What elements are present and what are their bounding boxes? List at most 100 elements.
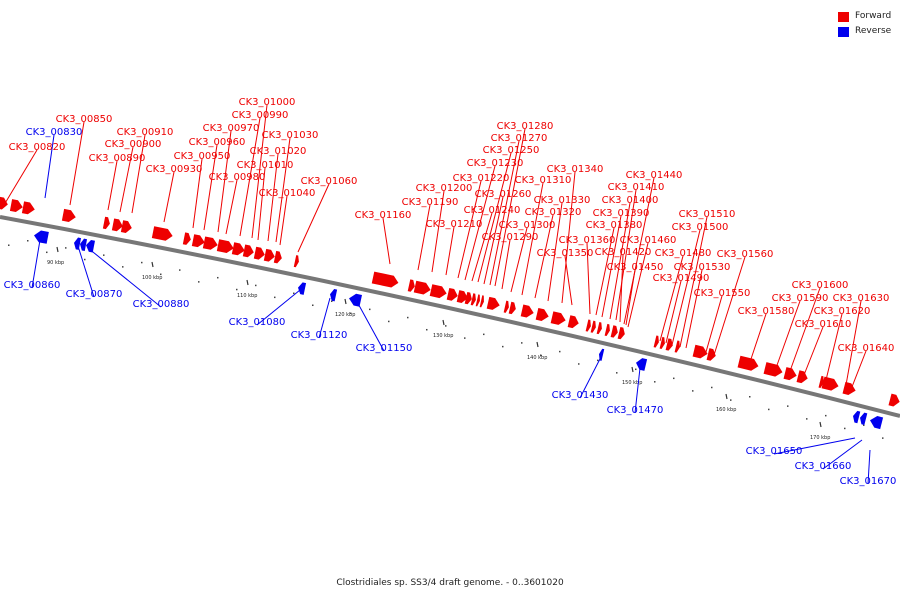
- forward-gene-label: CK3_01270: [491, 133, 548, 144]
- scale-tick-label: 120 kbp: [335, 312, 355, 318]
- forward-gene-label: CK3_01390: [593, 208, 650, 219]
- leader-line: [217, 130, 232, 233]
- forward-gene-arrow: [216, 239, 234, 254]
- forward-gene-arrow: [429, 284, 447, 299]
- forward-gene-label: CK3_00960: [189, 137, 246, 148]
- leader-line: [521, 182, 544, 296]
- forward-gene-arrow: [456, 290, 468, 303]
- scale-minor-tick: [8, 244, 10, 246]
- leader-line: [510, 227, 528, 293]
- reverse-gene-label: CK3_01650: [746, 446, 803, 457]
- scale-tick: [442, 319, 445, 326]
- scale-tick-label: 150 kbp: [622, 380, 642, 386]
- leader-line: [119, 146, 134, 213]
- leader-line: [749, 313, 767, 363]
- scale-minor-tick: [578, 363, 580, 365]
- forward-gene-label: CK3_01010: [237, 160, 294, 171]
- leader-line: [131, 134, 146, 214]
- scale-minor-tick: [274, 296, 276, 299]
- reverse-gene-arrow: [34, 230, 49, 244]
- scale-minor-tick: [464, 337, 466, 339]
- forward-gene-label: CK3_00890: [89, 153, 146, 164]
- forward-gene-label: CK3_01300: [499, 220, 556, 231]
- forward-gene-arrow: [470, 293, 476, 306]
- forward-gene-label: CK3_00830: [26, 127, 83, 138]
- leader-line: [534, 214, 554, 299]
- scale-minor-tick: [825, 414, 827, 417]
- leader-line: [256, 289, 301, 326]
- scale-minor-tick: [730, 399, 732, 401]
- forward-gene-arrow: [535, 307, 549, 321]
- forward-gene-label: CK3_01600: [792, 280, 849, 291]
- reverse-gene-arrow: [870, 415, 884, 430]
- forward-gene-arrow: [407, 279, 415, 292]
- leader-line: [297, 183, 330, 253]
- forward-swatch: [838, 11, 849, 22]
- reverse-gene-label: CK3_01430: [552, 390, 609, 401]
- leader-line: [417, 204, 431, 271]
- forward-gene-arrow: [796, 370, 808, 384]
- forward-gene-label: CK3_01240: [464, 205, 521, 216]
- forward-gene-label: CK3_01200: [416, 183, 473, 194]
- leader-line: [69, 121, 85, 206]
- forward-gene-arrow: [706, 348, 716, 361]
- leader-line: [489, 140, 520, 286]
- scale-minor-tick: [312, 304, 314, 307]
- scale-tick: [56, 246, 59, 253]
- leader-line: [595, 227, 615, 316]
- scale-minor-tick: [445, 325, 447, 327]
- forward-gene-arrow: [665, 338, 673, 351]
- leader-line: [867, 449, 871, 485]
- leader-line: [561, 171, 576, 304]
- forward-gene-label: CK3_01490: [653, 273, 710, 284]
- forward-gene-label: CK3_01580: [738, 306, 795, 317]
- forward-gene-arrow: [242, 244, 254, 258]
- legend-item-forward: Forward: [838, 9, 891, 24]
- scale-minor-tick: [521, 342, 523, 344]
- leader-line: [803, 326, 824, 376]
- leader-line: [203, 144, 218, 231]
- leader-line: [318, 297, 331, 339]
- scale-minor-tick: [673, 377, 675, 380]
- forward-gene-arrow: [486, 296, 500, 310]
- forward-gene-arrow: [253, 246, 265, 260]
- leader-line: [849, 350, 867, 393]
- forward-gene-label: CK3_01190: [402, 197, 459, 208]
- reverse-gene-arrow: [636, 358, 648, 371]
- forward-gene-label: CK3_01410: [608, 182, 665, 193]
- forward-gene-arrow: [659, 336, 665, 350]
- leader-line: [679, 216, 708, 348]
- forward-gene-label: CK3_01280: [497, 121, 554, 132]
- leader-line: [77, 245, 95, 298]
- leader-line: [31, 239, 41, 289]
- scale-minor-tick: [27, 240, 29, 242]
- leader-line: [825, 313, 843, 381]
- reverse-gene-label: CK3_01670: [840, 476, 897, 487]
- leader-line: [275, 137, 291, 243]
- scale-minor-tick: [46, 251, 48, 254]
- forward-gene-arrow: [503, 300, 509, 313]
- forward-gene-label: CK3_00980: [209, 172, 266, 183]
- reverse-gene-arrow: [298, 282, 307, 295]
- forward-gene-label: CK3_01560: [717, 249, 774, 260]
- genome-backbone: [0, 215, 900, 418]
- forward-gene-label: CK3_01500: [672, 222, 729, 233]
- leader-line: [705, 295, 723, 353]
- scale-minor-tick: [255, 284, 257, 287]
- forward-gene-arrow: [182, 232, 191, 245]
- forward-gene-label: CK3_00850: [56, 114, 113, 125]
- scale-tick-label: 140 kbp: [527, 355, 547, 361]
- genome-caption: Clostridiales sp. SS3/4 draft genome. - …: [336, 578, 564, 588]
- legend: Forward Reverse: [838, 9, 891, 39]
- scale-minor-tick: [711, 386, 713, 389]
- reverse-gene-arrow: [86, 240, 95, 253]
- leader-line: [494, 128, 526, 287]
- forward-gene-label: CK3_01340: [547, 164, 604, 175]
- leader-line: [619, 254, 624, 323]
- forward-gene-arrow: [842, 381, 856, 395]
- forward-gene-label: CK3_01380: [586, 220, 643, 231]
- forward-gene-label: CK3_01450: [607, 262, 664, 273]
- scale-minor-tick: [597, 359, 599, 362]
- forward-gene-arrow: [617, 326, 625, 340]
- forward-gene-arrow: [293, 255, 299, 268]
